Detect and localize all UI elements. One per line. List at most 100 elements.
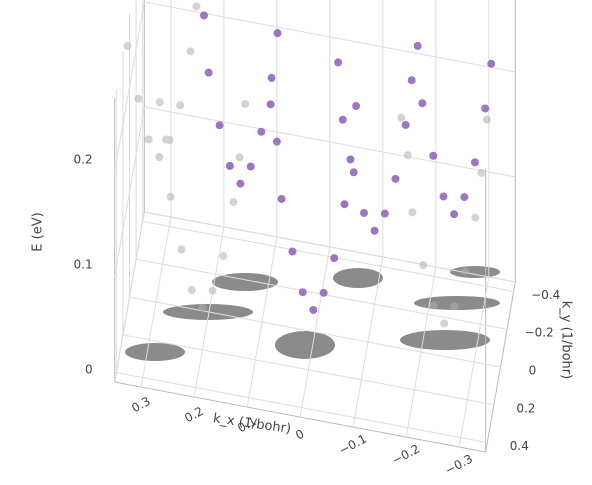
point — [482, 115, 491, 124]
point — [407, 76, 416, 85]
point — [192, 2, 201, 11]
point — [419, 261, 428, 270]
point — [257, 127, 266, 136]
point — [439, 192, 448, 201]
y-axis-title: k_y (1/bohr) — [559, 301, 574, 379]
grid-line — [144, 211, 516, 283]
point — [471, 213, 480, 222]
series — [200, 11, 496, 314]
y-tick-label: 0.4 — [510, 439, 529, 453]
point — [204, 68, 213, 77]
point — [176, 101, 185, 110]
shadow — [275, 331, 335, 359]
point — [235, 153, 244, 162]
point — [134, 94, 143, 103]
grid-line — [144, 106, 516, 178]
z-tick-label: 0 — [85, 363, 93, 377]
point — [166, 192, 175, 201]
point — [450, 210, 459, 219]
y-tick-label: −0.4 — [531, 288, 560, 302]
point — [288, 247, 297, 256]
point — [360, 208, 368, 217]
point — [330, 254, 339, 263]
point — [349, 168, 358, 177]
point — [397, 113, 406, 122]
point — [241, 99, 250, 108]
point — [450, 302, 459, 311]
grid-line — [129, 296, 501, 368]
point — [461, 267, 470, 276]
point — [481, 104, 490, 113]
x-tick-label: 0.3 — [129, 394, 152, 415]
x-tick-label: 0.2 — [182, 404, 205, 425]
point — [272, 137, 281, 146]
grid-line — [116, 372, 488, 444]
point — [266, 100, 275, 109]
point — [155, 98, 164, 107]
point — [460, 193, 469, 202]
point — [309, 305, 318, 314]
point — [418, 99, 427, 108]
point — [161, 135, 170, 144]
point — [144, 135, 153, 144]
point — [440, 319, 449, 328]
point — [429, 151, 438, 160]
point — [334, 58, 343, 67]
grid-line — [114, 106, 145, 278]
point — [123, 42, 132, 51]
point — [187, 286, 196, 295]
shadow — [333, 268, 383, 288]
shadow — [212, 273, 278, 291]
shadow — [450, 266, 500, 278]
point — [229, 198, 238, 207]
x-tick-label: −0.1 — [337, 432, 369, 458]
point — [401, 120, 410, 129]
point — [338, 115, 347, 124]
point — [177, 245, 186, 254]
grid-line — [142, 220, 514, 292]
point — [477, 168, 486, 177]
point — [246, 162, 255, 171]
z-axis-title: E (eV) — [31, 212, 46, 251]
point — [155, 153, 164, 162]
grid-line — [114, 211, 145, 383]
x-tick-label: −0.2 — [390, 442, 422, 468]
y-tick-label: −0.2 — [525, 326, 554, 340]
x-tick-label: −0.3 — [443, 452, 475, 478]
point — [200, 11, 209, 20]
point — [370, 226, 379, 235]
point — [267, 73, 276, 82]
point — [273, 29, 282, 38]
point — [380, 209, 389, 218]
point — [408, 208, 417, 217]
grid-line — [122, 334, 494, 406]
point — [298, 288, 307, 297]
point — [219, 251, 228, 260]
point — [198, 303, 207, 312]
z-tick-label: 0.1 — [74, 258, 93, 272]
point — [225, 161, 234, 170]
point — [346, 155, 355, 164]
point — [186, 47, 195, 56]
point — [208, 286, 217, 295]
point — [277, 194, 286, 203]
point — [391, 174, 400, 183]
point — [470, 158, 479, 167]
point — [352, 102, 361, 111]
y-tick-label: 0 — [529, 364, 537, 378]
point — [319, 288, 328, 297]
point — [403, 151, 412, 160]
point — [487, 59, 496, 68]
point — [413, 41, 422, 50]
point — [215, 121, 224, 130]
point — [340, 200, 349, 209]
x-tick-label: 0 — [293, 427, 306, 443]
point — [236, 179, 245, 188]
grid-line — [114, 1, 145, 173]
shadow — [125, 343, 185, 361]
z-tick-label: 0.2 — [74, 153, 93, 167]
y-tick-label: 0.2 — [516, 401, 535, 415]
series — [123, 2, 491, 328]
point — [429, 301, 438, 310]
